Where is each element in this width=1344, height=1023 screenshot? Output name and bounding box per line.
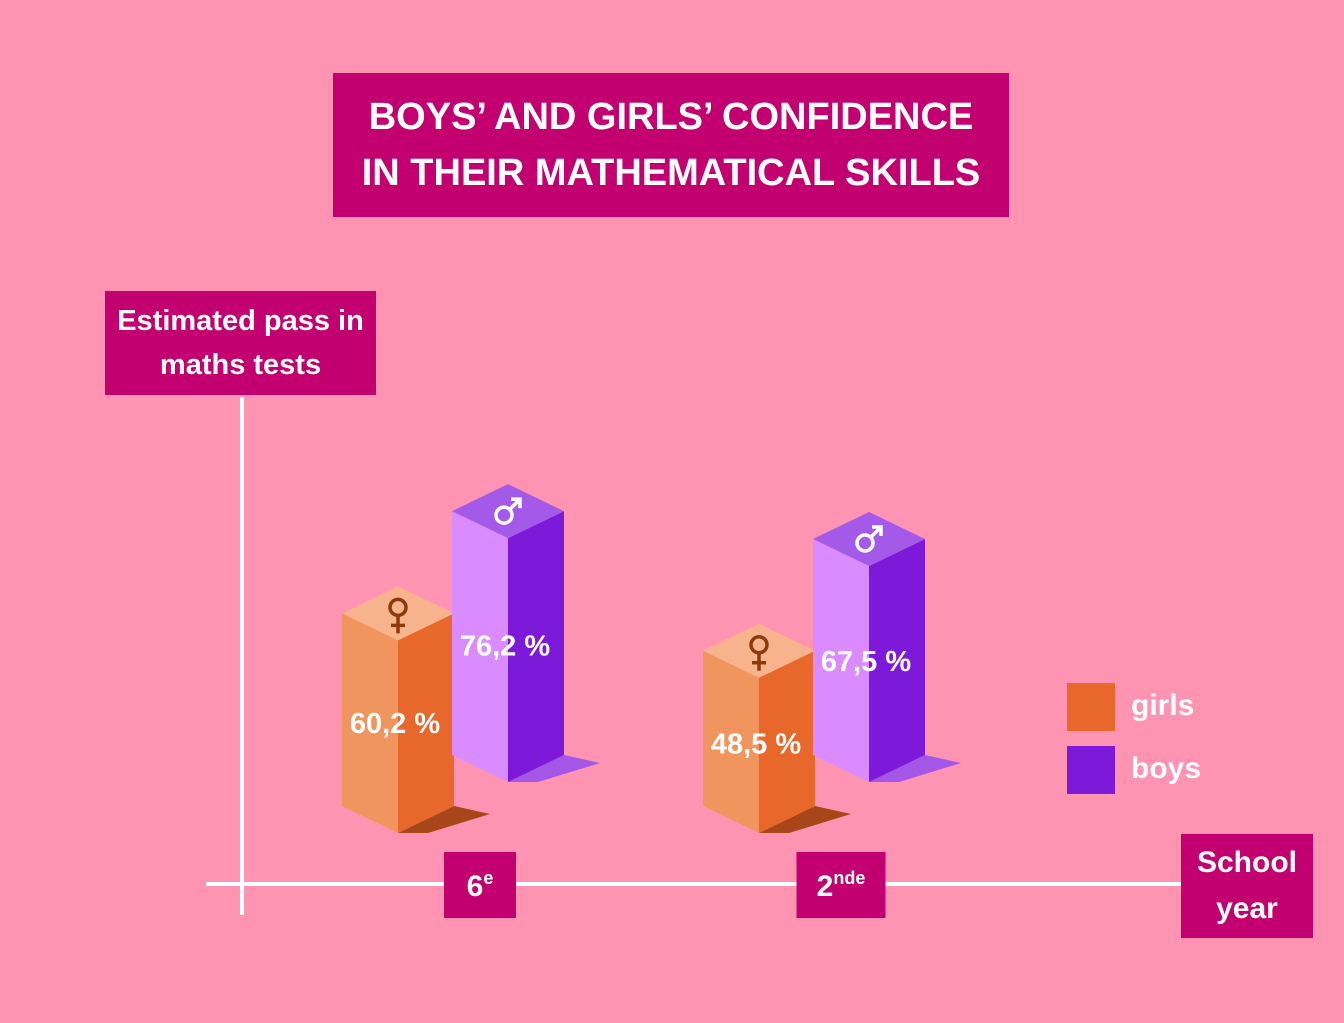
bar-side <box>398 613 454 833</box>
bar-top <box>813 512 925 566</box>
bar-shadow <box>398 806 490 833</box>
bar-side <box>869 539 925 782</box>
male-icon <box>494 505 514 525</box>
bar <box>342 586 490 833</box>
x-tick-box <box>444 852 516 918</box>
male-icon <box>508 497 522 511</box>
value-label: 67,5 % <box>821 646 911 678</box>
chart-title: BOYS’ AND GIRLS’ CONFIDENCE IN THEIR MAT… <box>333 73 1009 217</box>
bar-shadow <box>759 806 851 833</box>
bar-front <box>813 539 869 782</box>
legend-swatch <box>1067 746 1115 794</box>
bar <box>452 484 600 782</box>
bar-top <box>452 484 564 539</box>
male-icon <box>855 533 875 553</box>
value-label: 48,5 % <box>711 729 801 761</box>
bar-front <box>452 511 508 782</box>
y-axis-label: Estimated pass in maths tests <box>105 291 376 395</box>
value-label: 60,2 % <box>350 708 440 740</box>
bar-front <box>342 613 398 833</box>
bar-side <box>759 650 815 833</box>
bar-shadow <box>869 755 961 782</box>
bar <box>703 623 851 833</box>
bar-front <box>703 650 759 833</box>
bar-top <box>703 623 815 678</box>
x-tick-label: 2nde <box>817 868 866 903</box>
x-axis-label: School year <box>1181 834 1313 938</box>
bar-top <box>342 586 454 641</box>
legend-label: boys <box>1131 752 1201 785</box>
male-icon <box>869 525 883 539</box>
value-label: 76,2 % <box>460 631 550 663</box>
x-tick-label: 6e <box>467 868 494 903</box>
bar <box>813 512 961 782</box>
bar-shadow <box>508 755 600 782</box>
x-tick-box <box>796 852 886 918</box>
bar-side <box>508 511 564 782</box>
female-icon <box>752 652 766 671</box>
legend-label: girls <box>1131 689 1194 722</box>
female-icon <box>391 615 405 634</box>
legend-swatch <box>1067 683 1115 731</box>
